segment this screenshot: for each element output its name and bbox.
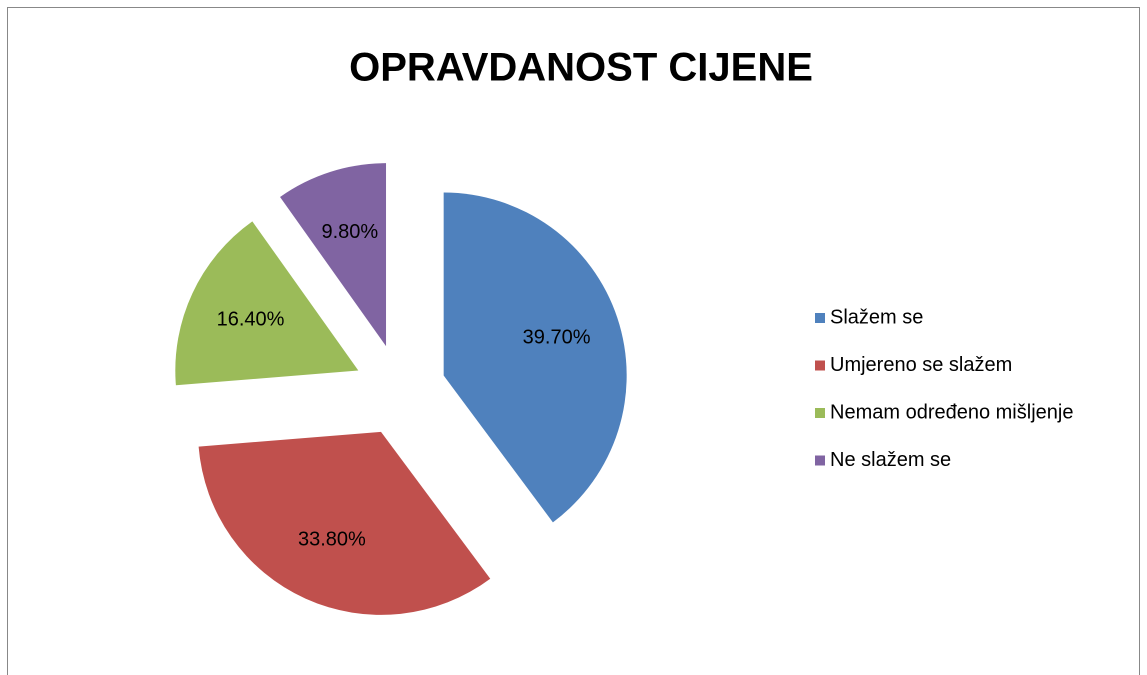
legend-swatch <box>815 360 825 371</box>
legend-swatch <box>815 408 825 418</box>
legend-label: Nemam određeno mišljenje <box>830 401 1073 423</box>
data-label: 33.80% <box>298 529 366 551</box>
data-label: 16.40% <box>217 309 285 331</box>
legend-swatch <box>815 313 825 323</box>
pie-slice <box>280 163 387 347</box>
legend-label: Umjereno se slažem <box>830 354 1012 376</box>
data-label: 9.80% <box>322 221 379 243</box>
pie-slice <box>443 192 627 523</box>
pie-slice <box>175 221 359 386</box>
legend-label: Ne slažem se <box>830 449 951 471</box>
pie-slice <box>198 431 491 615</box>
chart-title: OPRAVDANOST CIJENE <box>349 46 813 90</box>
legend-swatch <box>815 455 825 466</box>
legend-label: Slažem se <box>830 306 923 328</box>
data-label: 39.70% <box>523 326 591 348</box>
